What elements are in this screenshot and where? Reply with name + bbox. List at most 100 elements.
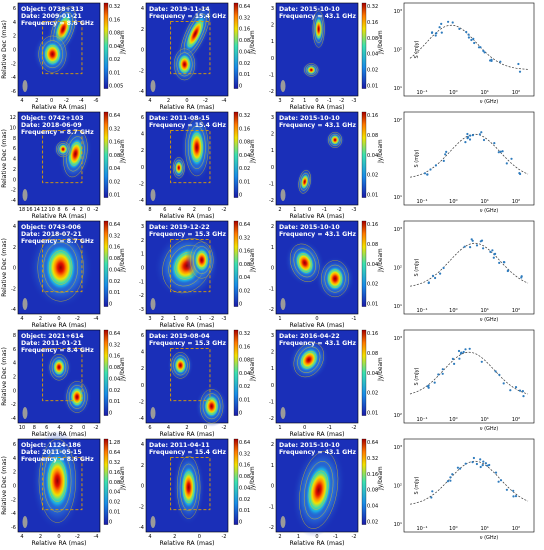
contour (312, 10, 325, 48)
y-tick-label: -4 (139, 89, 144, 95)
contour (297, 253, 313, 273)
x-tick-label: 4 (148, 534, 151, 540)
y-tick-label: 0 (13, 484, 16, 490)
sed-point (482, 49, 485, 53)
sed-point (494, 252, 497, 255)
sed-point (518, 172, 521, 175)
vlbi-map-r3-c3 (275, 220, 367, 315)
beam-ellipse (280, 516, 286, 528)
y-tick-label: 0 (141, 48, 144, 54)
sed-point (458, 357, 461, 360)
colorbar-tick-label: 0.01 (109, 510, 120, 516)
sed-x-tick-label: 10² (512, 90, 520, 96)
sed-point (499, 60, 502, 63)
flux-axis-label: S (mJy) (414, 149, 420, 167)
x-tick-label: 1 (278, 316, 281, 322)
y-tick-label: -1 (269, 286, 274, 292)
x-tick-label: 2 (173, 534, 176, 540)
y-tick-label: 4 (13, 157, 16, 163)
sed-frame (403, 329, 535, 424)
contour (43, 241, 79, 294)
object-label: Object: 0743-006 (21, 224, 81, 231)
y-tick-label: 6 (13, 442, 16, 448)
colorbar-tick-label: 0.04 (239, 275, 250, 281)
ra-axis-label: Relative RA (mas) (159, 213, 214, 220)
y-tick-label: 0 (13, 177, 16, 183)
contour (179, 463, 198, 511)
sed-x-tick-label: 10¹ (480, 417, 488, 423)
colorbar-tick-label: 0.08 (367, 133, 378, 139)
colorbar-tick-label: 0.08 (109, 256, 120, 262)
x-tick-label: 6 (65, 207, 68, 213)
y-tick-label: 0 (141, 266, 144, 272)
sed-point (441, 368, 444, 371)
row-5 (17, 430, 535, 538)
sed-point (441, 372, 444, 375)
jybeam-label: Jy/beam (120, 30, 126, 55)
contour (293, 248, 316, 278)
ra-axis-label: Relative RA (mas) (289, 431, 344, 438)
beam-ellipse (280, 298, 286, 310)
date-label: Date: 2016-04-22 (279, 333, 340, 340)
ra-axis-label: Relative RA (mas) (159, 104, 214, 111)
colorbar-tick-label: 0.01 (109, 399, 120, 405)
jybeam-label: Jy/beam (120, 139, 126, 164)
sed-point (459, 467, 462, 470)
sed-point (464, 348, 467, 351)
vlbi-map-r4-c2 (145, 329, 239, 427)
colorbar-tick-label: 0.01 (109, 193, 120, 199)
sed-point (449, 479, 452, 482)
jybeam-label: Jy/beam (250, 357, 256, 382)
sed-y-tick-label: 10² (394, 118, 402, 124)
x-tick-label: 4 (148, 98, 151, 104)
colorbar-tick-label: 0.02 (239, 288, 250, 294)
y-tick-label: -4 (139, 525, 144, 531)
y-tick-label: -2 (11, 286, 16, 292)
x-tick-label: 0 (185, 98, 188, 104)
sed-point (507, 269, 510, 272)
sed-x-tick-label: 10⁰ (449, 417, 457, 423)
sed-y-tick-label: 10¹ (394, 522, 402, 528)
contour (304, 63, 319, 77)
sed-point (456, 466, 459, 469)
sed-point (480, 360, 483, 363)
vlbi-map-r4-c1 (17, 329, 109, 424)
object-label: Object: 1124-186 (21, 442, 81, 449)
sed-point (482, 138, 486, 142)
colorbar-tick-label: 0.08 (367, 351, 378, 357)
zoom-region-box (170, 457, 211, 511)
flux-axis-label: S (mJy) (414, 367, 420, 385)
colorbar-tick-label: 0.02 (109, 57, 120, 63)
jybeam-label: Jy/beam (250, 248, 256, 273)
x-tick-label: 2 (167, 98, 170, 104)
sed-point (451, 357, 454, 360)
frequency-axis-label: ν (GHz) (480, 535, 499, 541)
x-tick-label: 2 (35, 98, 38, 104)
frequency-label: Frequency = 15.3 GHz (149, 340, 226, 347)
x-tick-label: 4 (167, 425, 170, 431)
x-tick-label: 0 (315, 534, 318, 540)
sed-y-tick-label: 10² (394, 266, 402, 272)
x-tick-label: -2 (75, 534, 80, 540)
contour (202, 393, 221, 420)
object-label: Object: 0738+313 (21, 6, 84, 13)
sed-point (439, 272, 442, 275)
y-tick-label: -1 (139, 279, 144, 285)
sed-frame (403, 111, 535, 206)
colorbar-tick-label: 0 (239, 302, 242, 308)
colorbar-tick-label: 0.02 (367, 391, 378, 397)
sed-point (518, 389, 522, 392)
x-tick-label: 3 (148, 316, 151, 322)
sed-x-tick-label: 10¹ (480, 308, 488, 314)
contour (195, 250, 208, 270)
date-label: Date: 2015-10-10 (279, 115, 340, 122)
contour (303, 461, 334, 520)
y-tick-label: 6 (13, 6, 16, 12)
sed-point (514, 386, 518, 389)
sed-y-tick-label: 10³ (394, 9, 402, 15)
sed-frame (403, 438, 535, 533)
frequency-label: Frequency = 15.4 GHz (149, 449, 226, 456)
dec-axis-label: Relative Dec (mas) (1, 456, 8, 515)
colorbar-tick-label: 0 (239, 411, 242, 417)
x-tick-label: -6 (94, 98, 99, 104)
